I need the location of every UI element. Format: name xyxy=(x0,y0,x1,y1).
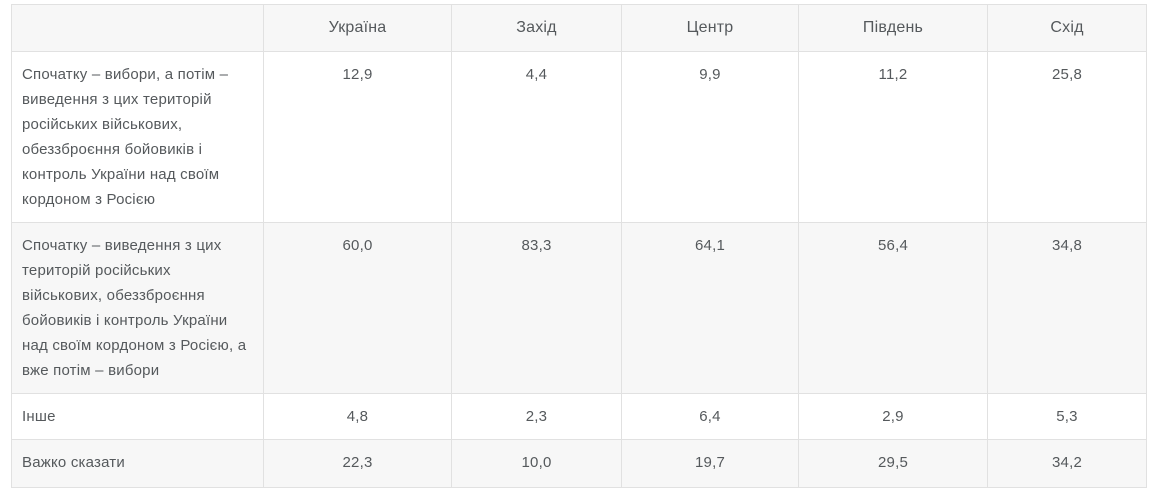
cell-value: 34,2 xyxy=(987,439,1147,488)
table-row: Спочатку – вибори, а потім – виведення з… xyxy=(11,51,1147,223)
table-row: Спочатку – виведення з цих територій рос… xyxy=(11,222,1147,394)
region-column-header: Центр xyxy=(621,4,799,52)
cell-value: 4,8 xyxy=(263,393,452,440)
cell-value: 6,4 xyxy=(621,393,799,440)
cell-value: 19,7 xyxy=(621,439,799,488)
cell-value: 2,9 xyxy=(798,393,988,440)
cell-value: 10,0 xyxy=(451,439,622,488)
survey-results-table: Україна Захід Центр Південь Схід Спочатку – … xyxy=(11,4,1147,488)
row-label: Важко сказати xyxy=(11,439,264,488)
row-label-column-header xyxy=(11,4,264,52)
region-column-header: Схід xyxy=(987,4,1147,52)
cell-value: 25,8 xyxy=(987,51,1147,223)
region-column-header: Захід xyxy=(451,4,622,52)
row-label: Спочатку – вибори, а потім – виведення з… xyxy=(11,51,264,223)
survey-results-table-container: Україна Захід Центр Південь Схід Спочатку – … xyxy=(11,4,1147,488)
row-label: Інше xyxy=(11,393,264,440)
table-row: Інше 4,8 2,3 6,4 2,9 5,3 xyxy=(11,393,1147,440)
cell-value: 2,3 xyxy=(451,393,622,440)
cell-value: 56,4 xyxy=(798,222,988,394)
cell-value: 9,9 xyxy=(621,51,799,223)
cell-value: 83,3 xyxy=(451,222,622,394)
region-column-header: Південь xyxy=(798,4,988,52)
cell-value: 29,5 xyxy=(798,439,988,488)
row-label: Спочатку – виведення з цих територій рос… xyxy=(11,222,264,394)
cell-value: 5,3 xyxy=(987,393,1147,440)
cell-value: 11,2 xyxy=(798,51,988,223)
cell-value: 22,3 xyxy=(263,439,452,488)
cell-value: 4,4 xyxy=(451,51,622,223)
cell-value: 12,9 xyxy=(263,51,452,223)
table-row: Важко сказати 22,3 10,0 19,7 29,5 34,2 xyxy=(11,439,1147,488)
region-column-header: Україна xyxy=(263,4,452,52)
header-row: Україна Захід Центр Південь Схід xyxy=(11,4,1147,52)
cell-value: 34,8 xyxy=(987,222,1147,394)
cell-value: 60,0 xyxy=(263,222,452,394)
cell-value: 64,1 xyxy=(621,222,799,394)
